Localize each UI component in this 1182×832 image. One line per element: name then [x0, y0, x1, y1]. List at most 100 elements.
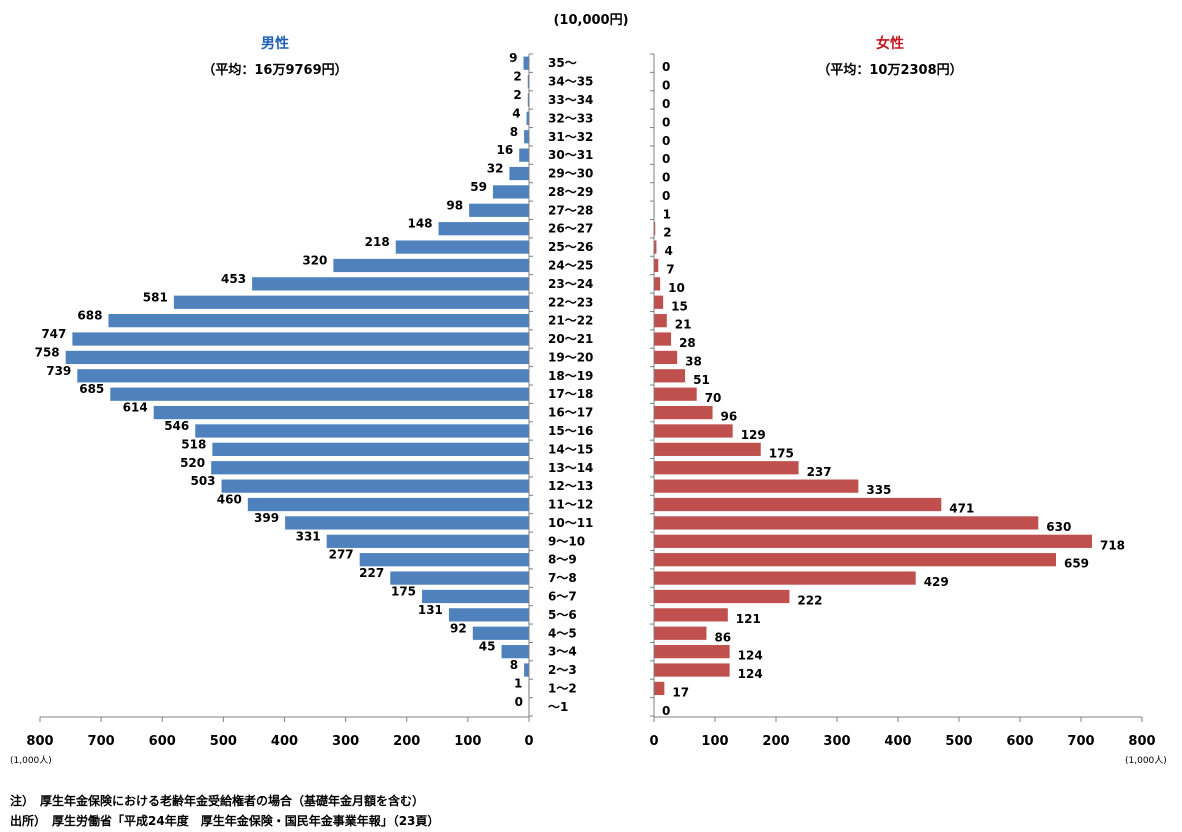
source-line: 出所） 厚生労働省「平成24年度 厚生年金保険・国民年金事業年報」（23頁）	[10, 813, 439, 828]
male-bar	[326, 534, 529, 548]
female-value-label: 0	[662, 115, 670, 129]
category-label: 15～16	[548, 424, 593, 438]
female-value-label: 51	[693, 373, 710, 387]
female-value-label: 2	[663, 226, 671, 240]
male-bar	[523, 56, 529, 70]
male-bars-group: 9224816325998148218320453581688747758739…	[35, 51, 530, 709]
category-label: 22～23	[548, 295, 593, 309]
female-value-label: 17	[672, 685, 689, 699]
female-x-tick-label: 100	[701, 734, 728, 749]
category-label: 5～6	[548, 608, 577, 622]
female-value-label: 28	[679, 336, 696, 350]
male-bar	[448, 608, 529, 622]
male-value-label: 614	[123, 401, 148, 415]
female-bar	[654, 461, 799, 475]
male-bar	[77, 369, 529, 383]
male-bar	[333, 258, 529, 273]
male-value-label: 2	[513, 88, 521, 102]
male-bar	[422, 589, 529, 604]
male-value-label: 218	[365, 235, 390, 249]
male-value-label: 520	[180, 456, 205, 470]
female-x-tick-label: 600	[1006, 734, 1033, 749]
female-x-tick-label: 300	[823, 734, 850, 749]
category-label: 21～22	[548, 314, 593, 328]
female-bar	[654, 222, 656, 236]
male-value-label: 320	[302, 253, 327, 267]
female-value-label: 124	[738, 649, 763, 663]
male-bar	[285, 516, 529, 530]
male-value-label: 175	[391, 584, 416, 598]
category-label: 4～5	[548, 626, 577, 640]
male-bar	[212, 442, 529, 456]
right-x-unit-label: (1,000人)	[1125, 755, 1167, 766]
male-value-label: 98	[446, 198, 463, 212]
male-bar	[153, 405, 529, 420]
category-label: 1～2	[548, 681, 577, 695]
female-value-label: 15	[671, 299, 688, 313]
male-bar	[72, 332, 530, 346]
male-bar	[108, 314, 530, 328]
female-value-label: 718	[1100, 538, 1125, 552]
category-label: 25～26	[548, 240, 593, 254]
male-bar	[110, 387, 529, 401]
female-value-label: 0	[662, 60, 670, 74]
female-value-label: 96	[721, 410, 738, 424]
category-label: 24～25	[548, 258, 593, 272]
category-label: 7～8	[548, 571, 577, 585]
male-value-label: 45	[479, 640, 496, 654]
female-bar	[654, 277, 661, 291]
male-bar	[173, 295, 529, 309]
male-bar	[65, 350, 530, 365]
category-label: 31～32	[548, 130, 593, 144]
male-bar	[359, 553, 529, 567]
male-bar	[247, 497, 529, 512]
male-value-label: 4	[512, 106, 520, 120]
female-bar	[654, 442, 761, 456]
category-label: 3～4	[548, 645, 577, 659]
male-value-label: 460	[217, 493, 242, 507]
male-x-tick-label: 200	[393, 734, 420, 749]
category-label: 2～3	[548, 663, 577, 677]
male-value-label: 546	[164, 419, 189, 433]
female-value-label: 38	[685, 354, 702, 368]
female-value-label: 70	[705, 391, 722, 405]
category-label: 26～27	[548, 222, 593, 236]
female-bar	[654, 240, 657, 254]
female-value-label: 1	[663, 207, 671, 221]
male-value-label: 685	[79, 382, 104, 396]
male-x-tick-label: 300	[332, 734, 359, 749]
male-value-label: 503	[190, 474, 215, 488]
female-value-label: 222	[797, 593, 822, 607]
female-bar	[654, 258, 659, 273]
female-bar	[654, 571, 916, 585]
female-bar	[654, 369, 686, 383]
male-value-label: 92	[450, 621, 467, 635]
female-bar	[654, 405, 713, 420]
category-label: 9～10	[548, 534, 585, 548]
category-label: 6～7	[548, 589, 577, 603]
male-value-label: 8	[510, 658, 518, 672]
female-bar	[654, 534, 1092, 548]
male-bar	[524, 130, 529, 144]
female-bar	[654, 681, 665, 696]
male-bar	[252, 277, 529, 291]
female-value-label: 0	[662, 134, 670, 148]
female-x-tick-label: 200	[762, 734, 789, 749]
male-x-tick-label: 0	[524, 734, 533, 749]
category-label: 20～21	[548, 332, 593, 346]
male-bar	[472, 626, 529, 640]
male-x-tick-label: 600	[149, 734, 176, 749]
female-value-label: 10	[668, 281, 685, 295]
male-value-label: 227	[359, 566, 384, 580]
category-labels-group: 35～ 34～35 33～34 32～33 31～32 30～31 29～30 28～29 27…	[548, 56, 593, 714]
male-value-label: 688	[77, 309, 102, 323]
male-bar	[211, 461, 529, 475]
male-bar	[524, 663, 529, 677]
category-label: 16～17	[548, 406, 593, 420]
male-value-label: 59	[470, 180, 487, 194]
male-value-label: 277	[329, 548, 354, 562]
female-bar	[654, 553, 1056, 567]
female-bar	[654, 332, 672, 346]
female-bar	[654, 424, 733, 438]
